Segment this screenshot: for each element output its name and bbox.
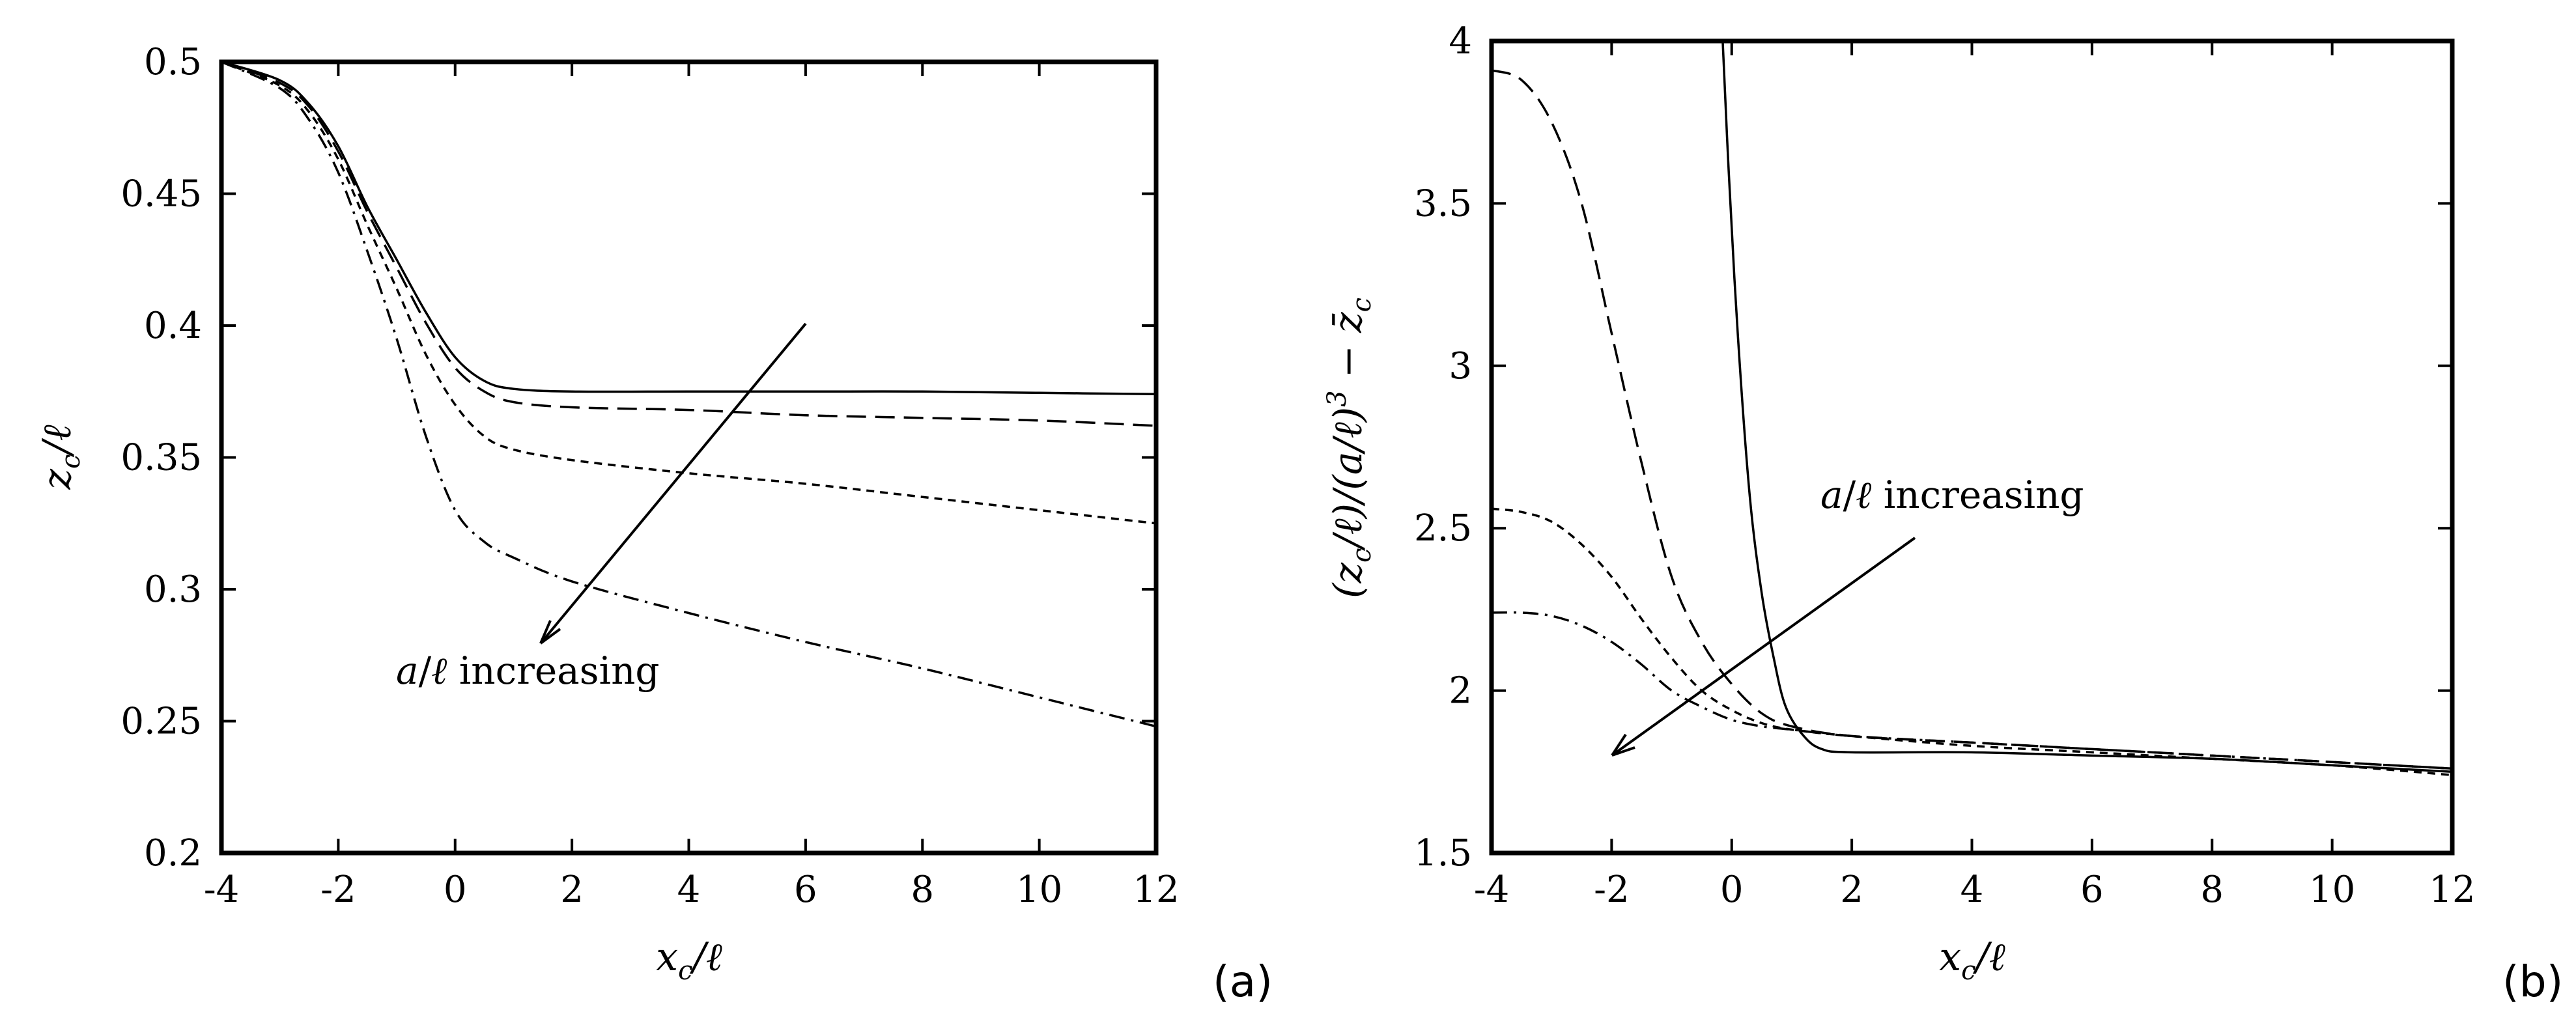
panel-a-x-tick-label: 8 <box>911 869 934 911</box>
panel-a: -4 -2 0 2 4 6 8 10 12 0.2 0.25 0.3 0.35 0.4 0.45 0.5 zc… <box>35 41 1273 1007</box>
panel-a-x-axis-title: xc/ℓ <box>656 934 722 986</box>
panel-a-series-solid <box>221 61 1157 396</box>
panel-b-y-tick-label: 2 <box>1449 670 1472 712</box>
svg-text:(zc/ℓ)/(a/ℓ)3 − z̄c: (zc/ℓ)/(a/ℓ)3 − z̄c <box>1322 298 1377 598</box>
panel-a-x-tick-label: 0 <box>444 869 467 911</box>
panel-b-annotation-arrow <box>1611 537 1916 757</box>
panel-b-y-tick-label: 1.5 <box>1414 832 1472 874</box>
panel-a-x-tick-label: 6 <box>794 869 817 911</box>
panel-b-x-tick-label: -2 <box>1594 869 1630 911</box>
panel-b-x-tick-label: 10 <box>2309 869 2355 911</box>
panel-a-y-tick-label: 0.3 <box>144 568 202 611</box>
panel-b-series-dash-dot <box>1491 611 2453 770</box>
panel-a-series <box>221 61 1157 728</box>
panel-b-x-tick-label: 4 <box>1960 869 1984 911</box>
panel-a-x-tick-label: 2 <box>560 869 584 911</box>
panel-a-series-short-dash <box>221 61 1157 525</box>
panel-b-x-tick-label: 2 <box>1840 869 1863 911</box>
panel-a-y-tick-label: 0.5 <box>144 41 202 83</box>
panel-a-y-tick-label: 0.4 <box>144 305 202 347</box>
panel-a-series-dash-dot <box>221 61 1157 728</box>
panel-a-label: (a) <box>1213 957 1273 1007</box>
panel-b-label: (b) <box>2502 957 2563 1007</box>
panel-b-y-tick-label: 3 <box>1449 345 1472 387</box>
panel-a-annotation-text: a/ℓ increasing <box>396 649 660 693</box>
panel-a-x-tick-label: 12 <box>1133 869 1179 911</box>
panel-b-series-solid <box>1721 40 2453 774</box>
panel-a-annotation-arrowhead <box>539 620 561 645</box>
panel-b-x-tick-label: 12 <box>2429 869 2475 911</box>
panel-b-annotation-arrowhead <box>1611 733 1635 757</box>
panel-a-plot-frame <box>219 59 1159 856</box>
panel-a-y-tick-label: 0.35 <box>120 437 202 479</box>
panel-a-annotation-arrow <box>539 322 807 645</box>
panel-b-series-short-dash <box>1491 507 2453 777</box>
panel-a-series-long-dash <box>221 61 1157 427</box>
panel-b-series-long-dash <box>1491 69 2453 770</box>
panel-b-x-axis-title: xc/ℓ <box>1939 934 2005 986</box>
panel-b-x-tick-label: -4 <box>1474 869 1510 911</box>
panel-b-ticks: -4 -2 0 2 4 6 8 10 12 1.5 2 2.5 3 3.5 4 <box>1414 20 2476 911</box>
panel-b: -4 -2 0 2 4 6 8 10 12 1.5 2 2.5 3 3.5 4 (zc/ℓ)/(a/ℓ)3 … <box>1322 20 2563 1007</box>
svg-text:zc/ℓ: zc/ℓ <box>35 425 86 490</box>
panel-a-ticks: -4 -2 0 2 4 6 8 10 12 0.2 0.25 0.3 0.35 0.4 0.45 0.5 <box>120 41 1179 911</box>
panel-a-x-tick-label: -4 <box>204 869 240 911</box>
panel-b-y-tick-label: 4 <box>1449 20 1472 63</box>
panel-a-x-tick-label: -2 <box>320 869 356 911</box>
panel-b-series <box>1491 40 2453 777</box>
panel-a-y-tick-label: 0.45 <box>120 173 202 216</box>
panel-a-x-tick-label: 4 <box>677 869 701 911</box>
panel-a-x-tick-label: 10 <box>1016 869 1062 911</box>
panel-a-y-tick-label: 0.25 <box>120 701 202 743</box>
panel-b-y-tick-label: 2.5 <box>1414 507 1472 550</box>
panel-b-x-tick-label: 6 <box>2080 869 2104 911</box>
panel-b-y-axis-title: (zc/ℓ)/(a/ℓ)3 − z̄c <box>1322 298 1377 598</box>
panel-b-x-tick-label: 0 <box>1720 869 1744 911</box>
panel-b-y-tick-label: 3.5 <box>1414 182 1472 225</box>
panel-b-annotation-text: a/ℓ increasing <box>1820 473 2084 517</box>
panel-a-y-axis-title: zc/ℓ <box>35 425 86 490</box>
panel-a-y-tick-label: 0.2 <box>144 832 202 874</box>
panel-b-x-tick-label: 8 <box>2200 869 2224 911</box>
panel-b-plot-frame <box>1489 38 2455 856</box>
